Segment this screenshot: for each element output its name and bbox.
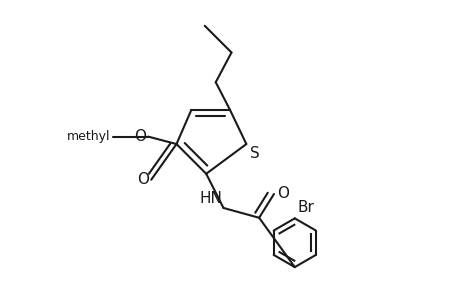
- Text: methyl: methyl: [67, 130, 110, 143]
- Text: Br: Br: [297, 200, 314, 215]
- Text: O: O: [134, 128, 146, 143]
- Text: HN: HN: [199, 190, 222, 206]
- Text: O: O: [137, 172, 149, 187]
- Text: O: O: [276, 187, 288, 202]
- Text: S: S: [249, 146, 259, 161]
